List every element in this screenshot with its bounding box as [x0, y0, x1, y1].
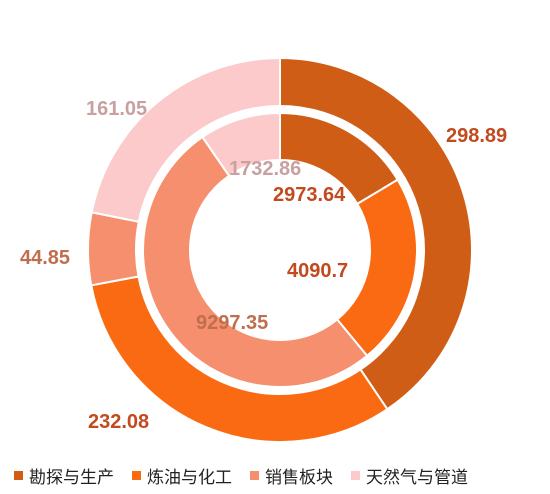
- legend-swatch: [351, 470, 360, 480]
- chart-labels: 298.89 232.08 44.85 161.05 2973.64 4090.…: [20, 98, 507, 433]
- inner-label-refining: 4090.7: [287, 260, 348, 282]
- legend-item-gas-pipeline[interactable]: 天然气与管道: [351, 463, 468, 488]
- chart-rings: [87, 56, 473, 443]
- outer-label-refining: 232.08: [88, 411, 149, 433]
- outer-slice-gas-pipeline[interactable]: [90, 56, 281, 223]
- legend-swatch: [14, 470, 23, 480]
- inner-label-gas-pipeline: 1732.86: [229, 158, 301, 180]
- legend-item-exploration[interactable]: 勘探与生产: [14, 463, 114, 488]
- legend-label: 勘探与生产: [29, 467, 114, 488]
- inner-label-exploration: 2973.64: [273, 184, 346, 206]
- legend-swatch: [132, 470, 141, 480]
- inner-slice-sales[interactable]: [142, 135, 369, 388]
- outer-label-sales: 44.85: [20, 247, 70, 269]
- outer-slice-exploration[interactable]: [279, 56, 473, 411]
- legend-swatch: [250, 470, 259, 480]
- legend-label: 天然气与管道: [366, 467, 468, 488]
- outer-label-exploration: 298.89: [446, 125, 507, 147]
- inner-label-sales: 9297.35: [196, 312, 268, 334]
- inner-slice-gas-pipeline[interactable]: [201, 111, 281, 178]
- legend-label: 炼油与化工: [147, 467, 232, 488]
- legend: 勘探与生产 炼油与化工 销售板块 天然气与管道: [14, 462, 544, 488]
- outer-label-gas-pipeline: 161.05: [86, 98, 147, 120]
- legend-label: 销售板块: [265, 467, 333, 488]
- legend-item-refining[interactable]: 炼油与化工: [132, 463, 232, 488]
- legend-item-sales[interactable]: 销售板块: [250, 463, 333, 488]
- outer-slice-sales[interactable]: [87, 211, 140, 287]
